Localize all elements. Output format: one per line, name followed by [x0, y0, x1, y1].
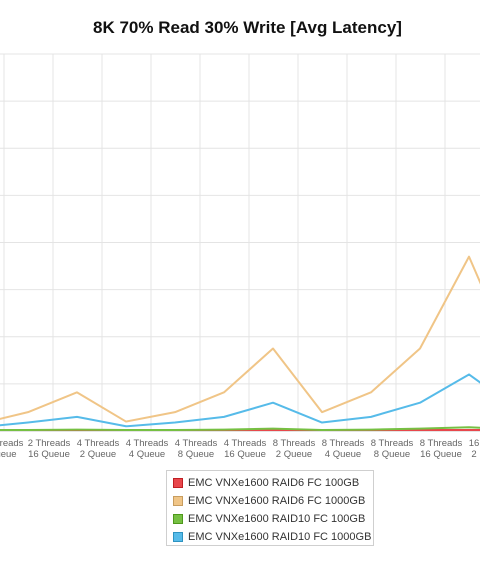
x-tick-label: 2 — [471, 449, 476, 460]
x-tick-label: 16 Queue — [224, 449, 266, 460]
legend-swatch — [173, 531, 183, 542]
x-tick-label: 4 Threads — [175, 438, 218, 449]
x-tick-label: 2 Threads — [28, 438, 71, 449]
x-tick-label: 4 Threads — [126, 438, 169, 449]
x-tick-label: 4 Threads — [77, 438, 120, 449]
legend-label: EMC VNXe1600 RAID6 FC 1000GB — [188, 494, 366, 507]
legend: EMC VNXe1600 RAID6 FC 100GB EMC VNXe1600… — [166, 470, 374, 546]
x-tick-label: 8 Queue — [374, 449, 410, 460]
legend-item[interactable]: EMC VNXe1600 RAID6 FC 100GB — [173, 474, 373, 491]
legend-label: EMC VNXe1600 RAID10 FC 1000GB — [188, 530, 372, 543]
x-tick-label: 4 Threads — [224, 438, 267, 449]
x-tick-label: 16 Queue — [28, 449, 70, 460]
x-tick-label: 8 Threads — [322, 438, 365, 449]
x-tick-label: 8 Threads — [273, 438, 316, 449]
series-line-emc-vnxe1600-raid10-fc-1000gb[interactable] — [0, 373, 480, 428]
x-tick-label: 4 Queue — [325, 449, 361, 460]
series-line-emc-vnxe1600-raid10-fc-100gb[interactable] — [0, 426, 480, 432]
x-tick-label: 2 Queue — [276, 449, 312, 460]
legend-label: EMC VNXe1600 RAID10 FC 100GB — [188, 512, 366, 525]
x-tick-label: 16 — [469, 438, 480, 449]
x-tick-label: 4 Queue — [129, 449, 165, 460]
legend-label: EMC VNXe1600 RAID6 FC 100GB — [188, 476, 360, 489]
chart-title: 8K 70% Read 30% Write [Avg Latency] — [93, 18, 402, 37]
legend-item[interactable]: EMC VNXe1600 RAID10 FC 1000GB — [173, 528, 373, 545]
x-tick-label: 2 Queue — [80, 449, 116, 460]
legend-swatch — [173, 495, 183, 506]
legend-swatch — [173, 513, 183, 524]
legend-item[interactable]: EMC VNXe1600 RAID10 FC 100GB — [173, 510, 373, 527]
x-tick-label: 8 Threads — [371, 438, 414, 449]
legend-swatch — [173, 477, 183, 488]
x-tick-label: 16 Queue — [420, 449, 462, 460]
legend-item[interactable]: EMC VNXe1600 RAID6 FC 1000GB — [173, 492, 373, 509]
x-tick-label: ueue — [0, 449, 17, 460]
grid — [0, 53, 480, 432]
series-line-emc-vnxe1600-raid6-fc-1000gb[interactable] — [0, 255, 480, 424]
series-lines — [0, 255, 480, 432]
x-tick-label: 8 Threads — [420, 438, 463, 449]
x-tick-label: 8 Queue — [178, 449, 214, 460]
x-tick-label: Threads — [0, 438, 24, 449]
